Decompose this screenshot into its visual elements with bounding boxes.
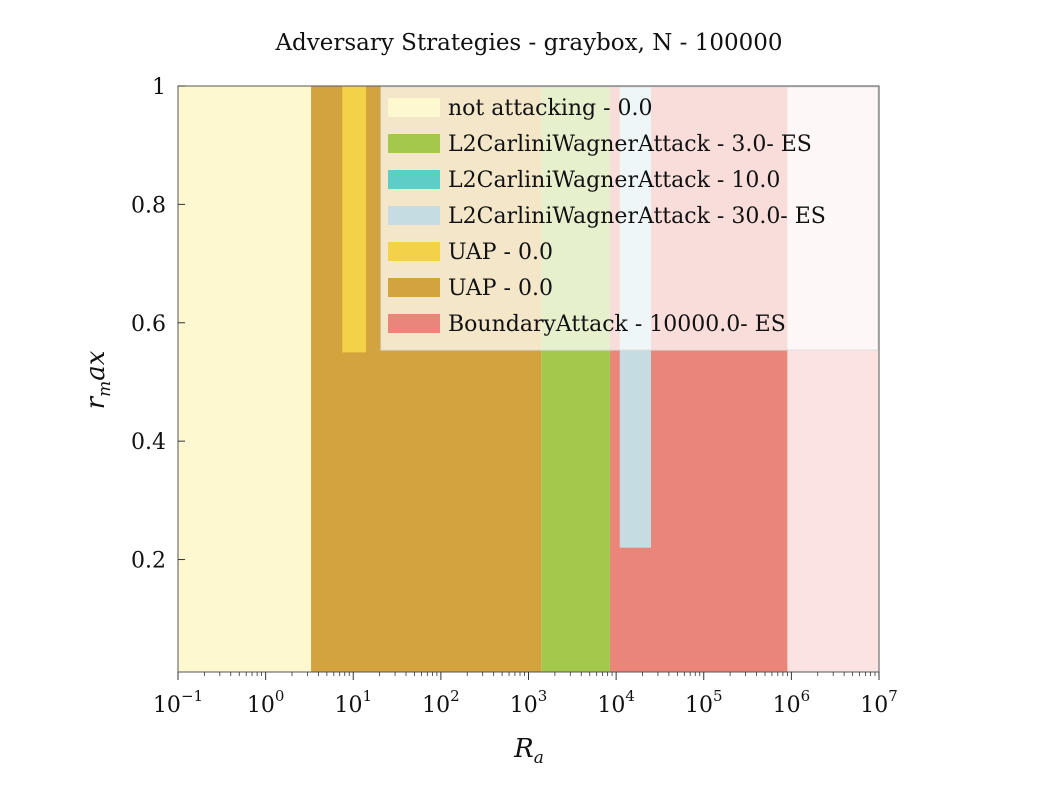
region-series-0-0 <box>178 86 312 672</box>
x-tick-label: 103 <box>510 687 548 718</box>
legend-swatch <box>388 242 440 261</box>
legend-swatch <box>388 98 440 117</box>
x-tick-label: 102 <box>422 687 460 718</box>
x-tick-label: 105 <box>685 687 723 718</box>
legend-label: not attacking - 0.0 <box>448 96 653 121</box>
legend-swatch <box>388 278 440 297</box>
legend-label: L2CarliniWagnerAttack - 30.0- ES <box>448 204 826 229</box>
y-tick-label: 0.4 <box>131 430 166 455</box>
x-tick-label: 101 <box>334 687 372 718</box>
x-axis-label: Ra <box>513 734 544 768</box>
y-tick-label: 0.2 <box>131 549 166 574</box>
x-tick-label: 106 <box>773 687 811 718</box>
legend-swatch <box>388 314 440 333</box>
x-tick-label: 10−1 <box>153 687 203 718</box>
legend-label: UAP - 0.0 <box>448 240 553 265</box>
legend-swatch <box>388 206 440 225</box>
y-axis-label: rmax <box>81 350 115 409</box>
legend: not attacking - 0.0 L2CarliniWagnerAttack… <box>380 86 879 351</box>
y-tick-label: 0.8 <box>131 193 166 218</box>
legend-label: L2CarliniWagnerAttack - 10.0 <box>448 168 780 193</box>
legend-label: BoundaryAttack - 10000.0- ES <box>448 312 786 337</box>
y-axis-ticks: 0.2 0.4 0.6 0.8 1 <box>131 75 185 574</box>
x-tick-label: 107 <box>860 687 898 718</box>
y-tick-label: 0.6 <box>131 312 166 337</box>
x-tick-label: 104 <box>597 687 635 718</box>
chart-title: Adversary Strategies - graybox, N - 1000… <box>274 30 782 56</box>
y-tick-label: 1 <box>152 75 166 100</box>
x-axis-ticks: 10−1 100 101 102 103 104 105 106 107 <box>153 672 898 718</box>
x-tick-label: 100 <box>247 687 285 718</box>
legend-swatch <box>388 170 440 189</box>
legend-box <box>380 86 879 351</box>
region-series-4-0 <box>342 86 367 353</box>
legend-label: L2CarliniWagnerAttack - 3.0- ES <box>448 132 812 157</box>
legend-label: UAP - 0.0 <box>448 276 553 301</box>
legend-swatch <box>388 134 440 153</box>
